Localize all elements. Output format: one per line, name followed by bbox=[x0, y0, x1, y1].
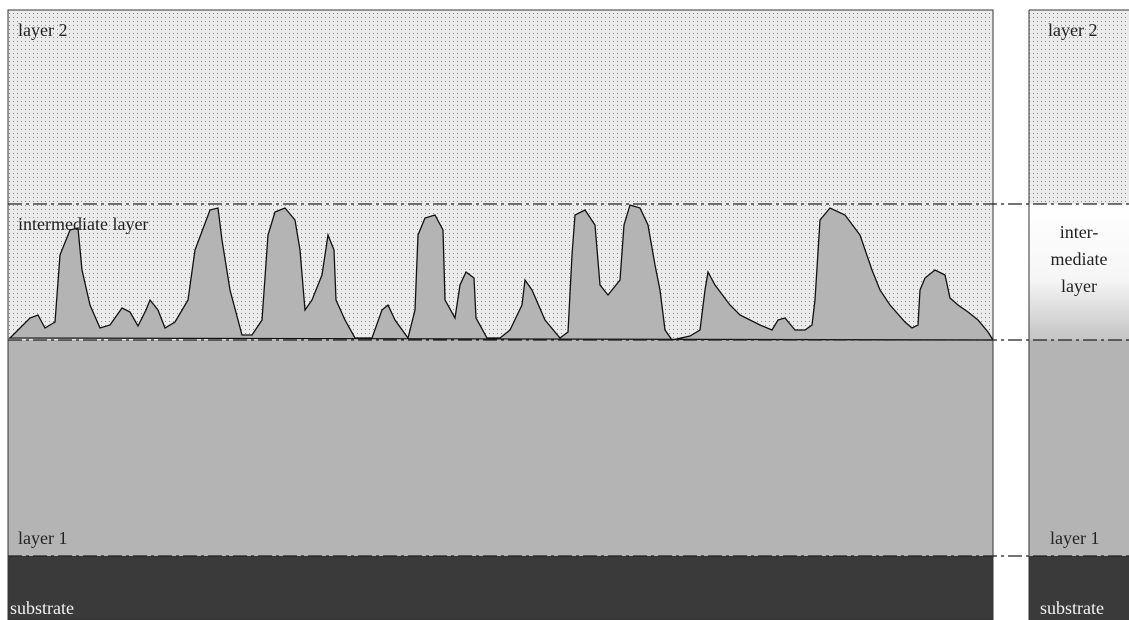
label: inter- bbox=[1060, 222, 1099, 242]
diagram: layer 2 intermediate layer layer 1 subst… bbox=[0, 0, 1129, 620]
label: mediate bbox=[1051, 249, 1108, 269]
label: substrate bbox=[1040, 598, 1104, 618]
left-panel: layer 2 intermediate layer layer 1 subst… bbox=[8, 10, 993, 620]
substrate-region bbox=[8, 556, 993, 620]
layer-1-region bbox=[1029, 340, 1129, 556]
label: layer 2 bbox=[18, 20, 67, 40]
label: layer bbox=[1061, 276, 1097, 296]
label: layer 2 bbox=[1048, 20, 1097, 40]
layer-1-region bbox=[8, 340, 993, 556]
label: layer 1 bbox=[1050, 528, 1099, 548]
label: intermediate layer bbox=[18, 214, 148, 234]
label: substrate bbox=[10, 598, 74, 618]
right-panel: layer 2 inter- mediate layer layer 1 sub… bbox=[1029, 10, 1129, 620]
label: layer 1 bbox=[18, 528, 67, 548]
page: layer 2 intermediate layer layer 1 subst… bbox=[0, 0, 1129, 620]
